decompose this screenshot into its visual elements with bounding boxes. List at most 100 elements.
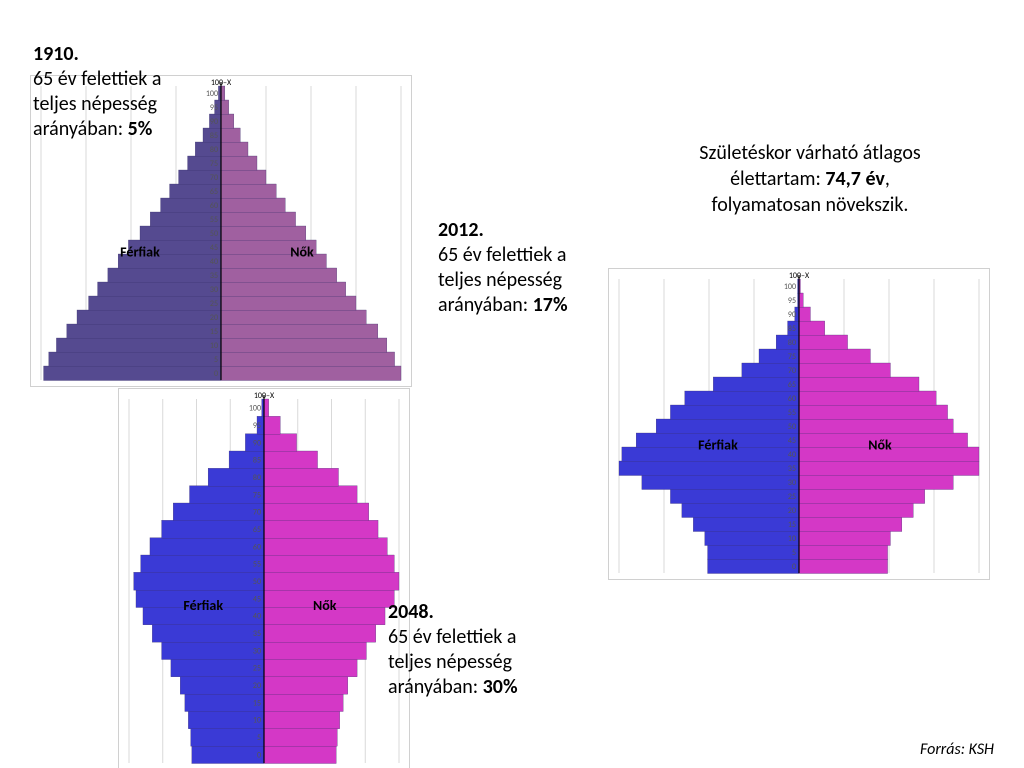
svg-text:45: 45 <box>253 594 261 604</box>
svg-text:100–X: 100–X <box>254 391 275 401</box>
year-2048: 2048. <box>388 600 434 624</box>
svg-text:70: 70 <box>253 508 261 518</box>
svg-text:Nők: Nők <box>290 244 314 261</box>
svg-text:45: 45 <box>210 243 218 253</box>
caption-2012: 2012. 65 év felettiek a teljes népesség … <box>438 218 568 318</box>
svg-text:100: 100 <box>784 282 796 292</box>
svg-text:100: 100 <box>206 89 218 99</box>
svg-text:0: 0 <box>214 369 218 379</box>
svg-text:95: 95 <box>788 296 796 306</box>
svg-text:20: 20 <box>788 506 796 516</box>
life-expectancy-text: Születéskor várható átlagos élettartam: … <box>630 140 990 218</box>
source-label: Forrás: KSH <box>920 740 994 759</box>
caption-1910: 1910. 65 év felettiek a teljes népesség … <box>33 42 161 142</box>
over65-line1: 65 év felettiek a <box>438 243 566 267</box>
svg-text:80: 80 <box>788 338 796 348</box>
svg-text:55: 55 <box>210 215 218 225</box>
svg-text:35: 35 <box>253 629 261 639</box>
svg-text:100–X: 100–X <box>789 271 810 281</box>
svg-text:45: 45 <box>788 436 796 446</box>
svg-text:15: 15 <box>788 520 796 530</box>
svg-text:75: 75 <box>210 159 218 169</box>
pyramid-2012: 0 5 10 15 20 25 30 35 40 45 50 55 60 65 70 75 80 85 90 95 10… <box>608 268 990 580</box>
source-text: Forrás: KSH <box>920 740 994 759</box>
svg-text:65: 65 <box>253 525 261 535</box>
svg-text:Férfiak: Férfiak <box>120 244 160 261</box>
pct-2012: 17% <box>533 293 568 317</box>
over65-line2: teljes népesség <box>388 650 512 674</box>
svg-text:25: 25 <box>253 664 261 674</box>
svg-text:65: 65 <box>210 187 218 197</box>
svg-text:50: 50 <box>253 577 261 587</box>
svg-text:5: 5 <box>257 733 261 743</box>
svg-text:85: 85 <box>788 324 796 334</box>
svg-text:60: 60 <box>253 542 261 552</box>
svg-text:85: 85 <box>210 131 218 141</box>
svg-text:30: 30 <box>210 285 218 295</box>
over65-line2: teljes népesség <box>33 92 157 116</box>
svg-text:25: 25 <box>788 492 796 502</box>
svg-text:0: 0 <box>792 562 796 572</box>
svg-text:75: 75 <box>253 490 261 500</box>
svg-text:90: 90 <box>253 438 261 448</box>
pct-1910: 5% <box>128 117 153 141</box>
over65-line3: arányában: <box>438 293 528 317</box>
svg-text:95: 95 <box>253 421 261 431</box>
svg-text:40: 40 <box>210 257 218 267</box>
svg-text:Férfiak: Férfiak <box>183 597 223 614</box>
svg-text:90: 90 <box>788 310 796 320</box>
svg-text:100–X: 100–X <box>211 78 232 88</box>
life-value: 74,7 év <box>825 167 885 191</box>
svg-text:95: 95 <box>210 103 218 113</box>
svg-text:60: 60 <box>210 201 218 211</box>
svg-text:70: 70 <box>210 173 218 183</box>
svg-text:10: 10 <box>210 341 218 351</box>
svg-text:50: 50 <box>210 229 218 239</box>
svg-text:30: 30 <box>253 646 261 656</box>
svg-text:15: 15 <box>253 698 261 708</box>
svg-text:85: 85 <box>253 456 261 466</box>
svg-text:40: 40 <box>788 450 796 460</box>
svg-text:55: 55 <box>253 560 261 570</box>
svg-text:20: 20 <box>210 313 218 323</box>
over65-line3: arányában: <box>388 675 478 699</box>
life-line1: Születéskor várható átlagos <box>699 141 920 165</box>
svg-text:30: 30 <box>788 478 796 488</box>
svg-text:65: 65 <box>788 380 796 390</box>
svg-text:Nők: Nők <box>313 597 337 614</box>
life-line2a: élettartam: <box>730 167 825 191</box>
svg-text:25: 25 <box>210 299 218 309</box>
svg-text:80: 80 <box>210 145 218 155</box>
svg-text:10: 10 <box>788 534 796 544</box>
svg-text:35: 35 <box>788 464 796 474</box>
over65-line2: teljes népesség <box>438 268 562 292</box>
svg-text:Nők: Nők <box>868 437 892 454</box>
over65-line1: 65 év felettiek a <box>388 625 516 649</box>
svg-text:55: 55 <box>788 408 796 418</box>
svg-text:35: 35 <box>210 271 218 281</box>
pyramid-2048: 0 5 10 15 20 25 30 35 40 45 50 55 60 65 70 75 80 85 90 95 10… <box>118 388 410 768</box>
over65-line1: 65 év felettiek a <box>33 67 161 91</box>
svg-text:100: 100 <box>249 404 261 414</box>
svg-text:80: 80 <box>253 473 261 483</box>
svg-text:90: 90 <box>210 117 218 127</box>
pct-2048: 30% <box>483 675 518 699</box>
svg-text:5: 5 <box>792 548 796 558</box>
life-line3: folyamatosan növekszik. <box>712 193 909 217</box>
svg-text:15: 15 <box>210 327 218 337</box>
svg-text:Férfiak: Férfiak <box>698 437 738 454</box>
svg-text:60: 60 <box>788 394 796 404</box>
svg-text:20: 20 <box>253 681 261 691</box>
caption-2048: 2048. 65 év felettiek a teljes népesség … <box>388 600 518 700</box>
svg-text:0: 0 <box>257 750 261 760</box>
svg-text:10: 10 <box>253 716 261 726</box>
svg-text:70: 70 <box>788 366 796 376</box>
svg-text:50: 50 <box>788 422 796 432</box>
year-2012: 2012. <box>438 218 484 242</box>
svg-text:75: 75 <box>788 352 796 362</box>
year-1910: 1910. <box>33 42 79 66</box>
life-comma: , <box>885 167 890 191</box>
svg-text:5: 5 <box>214 355 218 365</box>
over65-line3: arányában: <box>33 117 123 141</box>
svg-text:40: 40 <box>253 612 261 622</box>
